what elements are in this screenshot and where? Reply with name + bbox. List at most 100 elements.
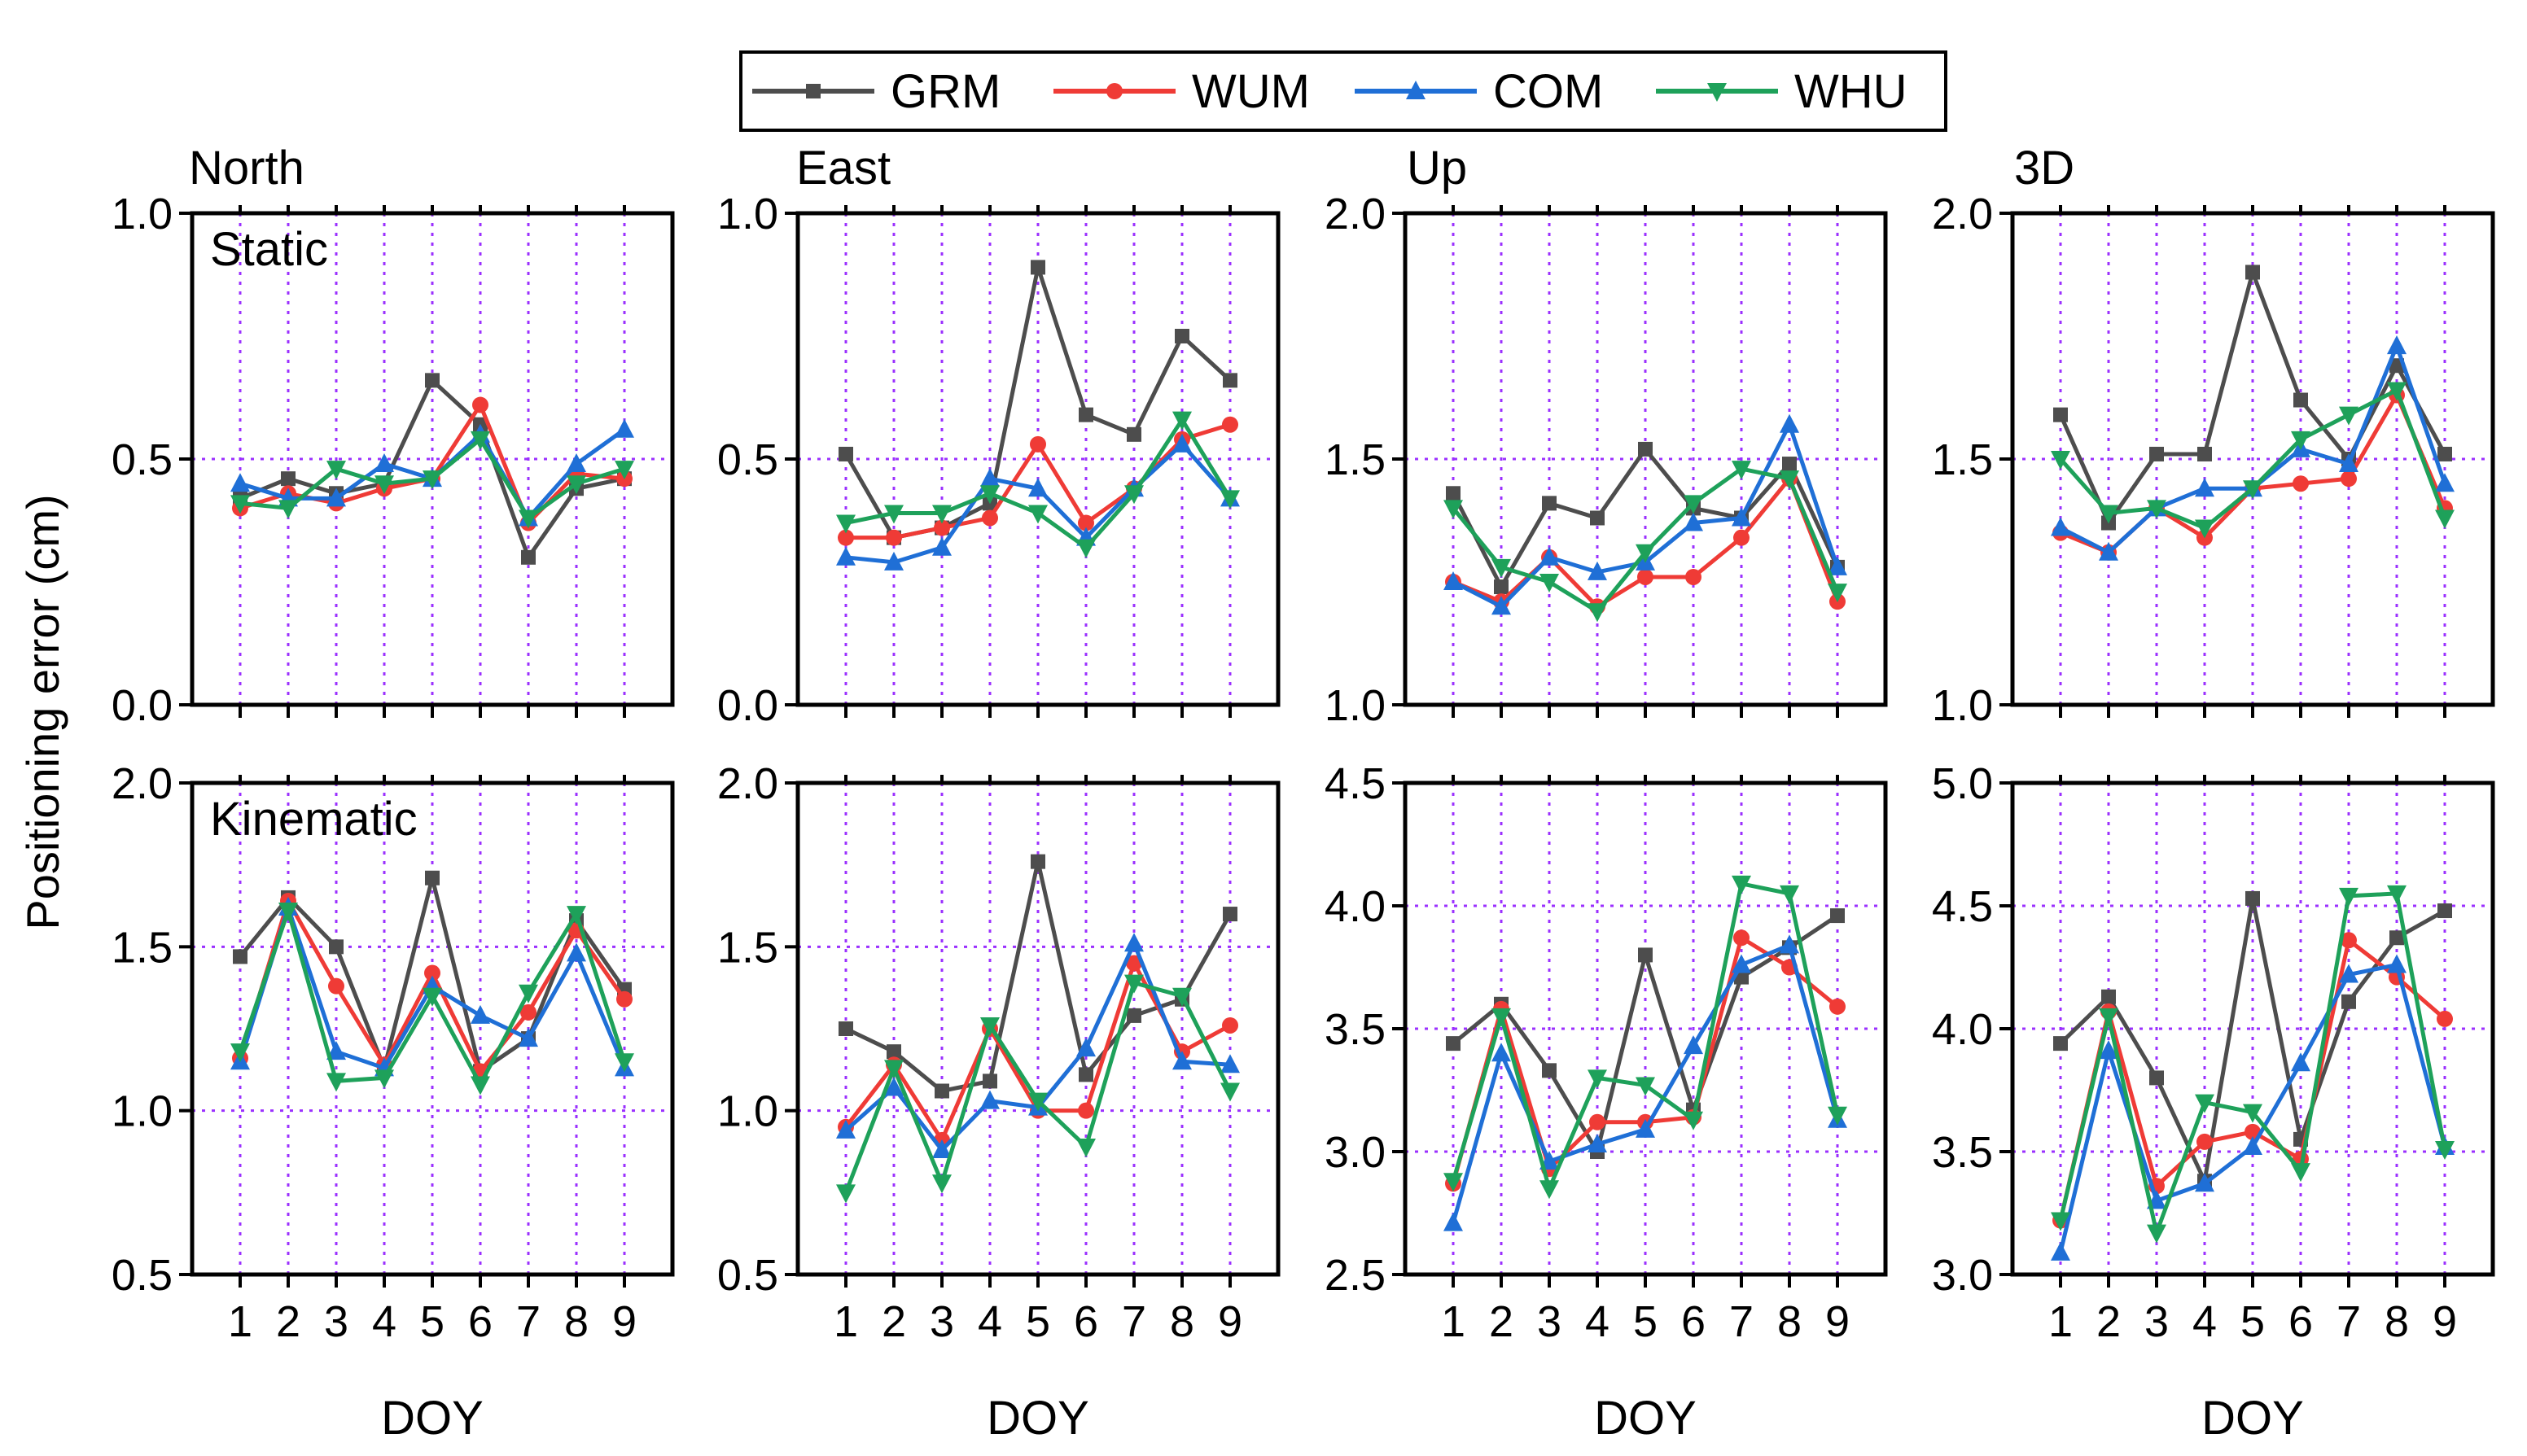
data-point-com <box>1588 1133 1607 1152</box>
data-point-whu <box>836 514 856 534</box>
data-point-whu <box>884 505 904 524</box>
data-point-grm <box>2053 1036 2068 1052</box>
data-point-grm <box>2197 446 2212 461</box>
data-point-whu <box>519 509 538 529</box>
data-point-whu <box>1076 1138 1096 1157</box>
data-point-wum <box>1222 416 1238 433</box>
y-tick-label: 1.0 <box>112 1087 173 1136</box>
data-point-whu <box>1684 1111 1703 1130</box>
data-point-com <box>884 1077 904 1096</box>
data-point-whu <box>1028 1092 1048 1112</box>
x-tick-label: 8 <box>2385 1297 2409 1346</box>
data-point-whu <box>2339 887 2358 907</box>
data-point-whu <box>230 495 250 514</box>
data-point-whu <box>1172 987 1192 1007</box>
series-line-com <box>845 442 1232 565</box>
data-point-grm <box>1127 426 1141 442</box>
panel-east-static: 0.0 0.5 1.0 East <box>717 142 1281 730</box>
data-point-com <box>836 1119 856 1139</box>
legend-marker-wum <box>1106 83 1123 99</box>
data-point-wum <box>2196 1133 2213 1150</box>
data-point-wum <box>886 529 902 546</box>
y-tick-label: 4.5 <box>1932 882 1993 931</box>
data-point-whu <box>278 500 298 519</box>
data-point-wum <box>2341 470 2357 488</box>
data-point-grm <box>1638 441 1653 457</box>
data-point-whu <box>471 1076 490 1095</box>
legend-item-com: COM <box>1355 65 1603 118</box>
data-point-com <box>615 418 634 438</box>
y-tick-label: 3.0 <box>1932 1251 1993 1300</box>
data-point-com <box>2195 1173 2214 1192</box>
data-point-wum <box>424 964 440 982</box>
panel-p4-kinematic: 1 2 3 4 5 6 7 8 9 0.5 1.0 1.5 2.0 Kinematic DOY <box>112 759 675 1445</box>
data-point-com <box>2195 478 2214 497</box>
data-point-whu <box>1588 603 1607 623</box>
x-tick-label: 6 <box>1681 1297 1706 1346</box>
data-point-com <box>2099 541 2118 561</box>
data-point-wum <box>1078 514 1094 531</box>
data-point-com <box>932 536 952 556</box>
data-point-grm <box>2437 446 2452 461</box>
data-point-whu <box>326 461 346 480</box>
y-tick-label: 1.0 <box>717 190 778 238</box>
data-point-grm <box>1446 1036 1461 1052</box>
x-axis-label: DOY <box>381 1392 484 1445</box>
y-tick-label: 0.5 <box>112 435 173 484</box>
data-point-whu <box>1443 500 1463 519</box>
x-tick-label: 6 <box>468 1297 493 1346</box>
panel-p5-kinematic: 1 2 3 4 5 6 7 8 9 0.5 1.0 1.5 2.0 DOY <box>717 759 1281 1445</box>
data-point-whu <box>2147 500 2166 519</box>
data-point-grm <box>521 549 536 565</box>
data-point-wum <box>1078 1102 1094 1119</box>
x-tick-label: 5 <box>1633 1297 1658 1346</box>
x-tick-label: 3 <box>1537 1297 1561 1346</box>
data-point-whu <box>1636 544 1655 563</box>
legend-item-grm: GRM <box>752 65 1001 118</box>
data-point-whu <box>2339 406 2358 426</box>
data-point-whu <box>1172 411 1192 431</box>
data-point-com <box>932 1139 952 1158</box>
data-point-whu <box>1491 558 1511 578</box>
data-point-whu <box>2435 1140 2455 1160</box>
data-point-whu <box>980 1017 1000 1036</box>
x-tick-label: 4 <box>2192 1297 2217 1346</box>
data-point-grm <box>1223 907 1237 922</box>
data-point-whu <box>567 475 586 495</box>
data-point-com <box>1539 546 1559 566</box>
data-point-wum <box>328 977 344 995</box>
data-point-grm <box>887 1044 901 1060</box>
data-point-whu <box>2099 505 2118 524</box>
y-tick-label: 4.5 <box>1325 759 1386 808</box>
x-tick-label: 5 <box>420 1297 445 1346</box>
data-point-com <box>2339 964 2358 983</box>
data-point-grm <box>2293 392 2308 408</box>
data-point-whu <box>1684 495 1703 514</box>
data-point-whu <box>1780 885 1799 904</box>
data-point-whu <box>1828 584 1847 603</box>
data-point-com <box>326 488 346 507</box>
panel-p6-kinematic: 1 2 3 4 5 6 7 8 9 2.5 3.0 3.5 4.0 4.5 DOY <box>1325 759 1888 1445</box>
legend: GRM WUM COM WHU <box>739 50 1947 132</box>
data-point-whu <box>1220 1082 1240 1102</box>
y-tick-label: 2.0 <box>1325 190 1386 238</box>
data-point-grm <box>1590 510 1605 526</box>
data-point-wum <box>1637 568 1653 585</box>
data-point-whu <box>1028 505 1048 524</box>
data-point-grm <box>2101 989 2116 1004</box>
data-point-grm <box>1127 1008 1141 1023</box>
data-point-whu <box>230 1043 250 1063</box>
data-point-grm <box>2149 446 2164 461</box>
data-point-whu <box>980 485 1000 505</box>
x-tick-label: 2 <box>1489 1297 1513 1346</box>
y-tick-label: 1.0 <box>1325 681 1386 730</box>
y-tick-label: 1.0 <box>717 1087 778 1136</box>
panel-title-3d: 3D <box>2014 142 2074 195</box>
y-tick-label: 1.5 <box>717 923 778 972</box>
x-tick-label: 6 <box>1074 1297 1098 1346</box>
y-tick-label: 1.5 <box>1932 435 1993 484</box>
x-tick-label: 9 <box>1218 1297 1242 1346</box>
y-tick-label: 4.0 <box>1932 1005 1993 1054</box>
data-point-grm <box>935 1083 949 1099</box>
x-tick-label: 7 <box>516 1297 541 1346</box>
